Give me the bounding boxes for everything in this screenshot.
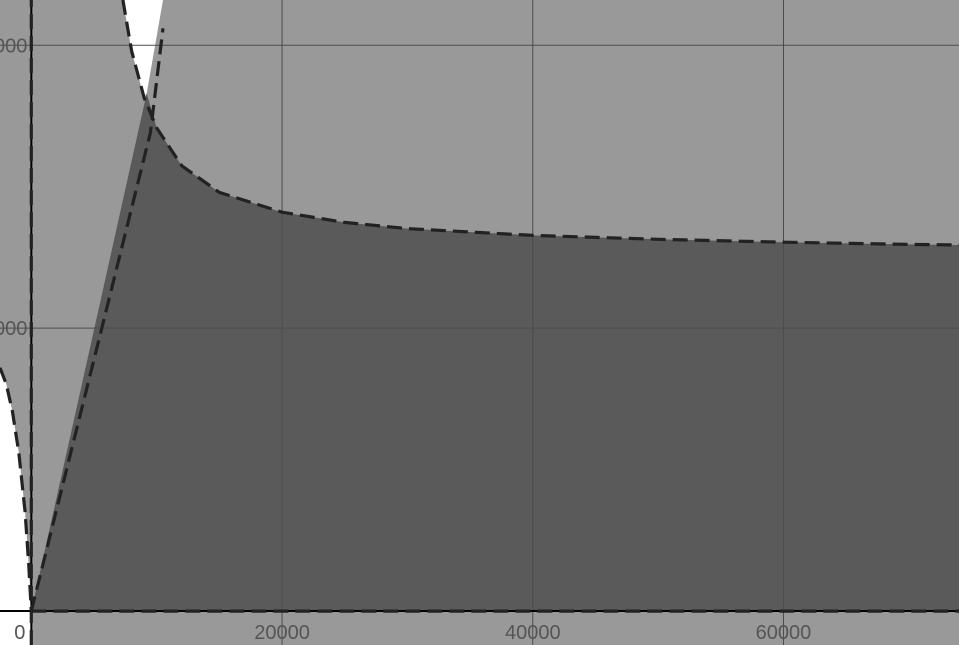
boundary-line-1 — [121, 0, 959, 247]
x-tick-label-3: 60000 — [756, 622, 812, 644]
y-tick-label-0: 5000 — [0, 318, 27, 340]
y-tick-label-1: 10000 — [0, 35, 27, 57]
feasible-region-0 — [31, 93, 959, 612]
x-tick-label-2: 40000 — [505, 622, 561, 644]
tick-label-layer: 0 20000 40000 60000 5000 10000 — [0, 35, 811, 644]
x-tick-label-1: 20000 — [254, 622, 310, 644]
x-tick-label-0: 0 — [14, 622, 25, 644]
boundary-line-2 — [0, 367, 33, 612]
boundary-line-0 — [29, 28, 165, 612]
excluded-region-1 — [122, 0, 163, 98]
excluded-region-2 — [0, 367, 32, 645]
